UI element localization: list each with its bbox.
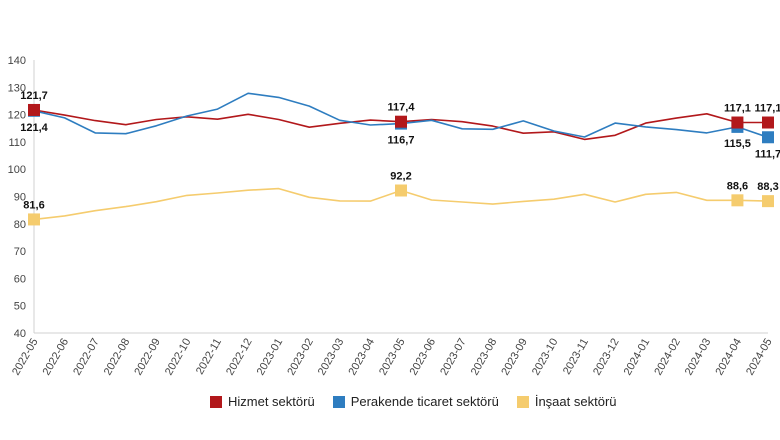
data-point-marker xyxy=(28,103,40,116)
y-tick-label: 80 xyxy=(14,219,26,231)
y-tick-label: 130 xyxy=(8,82,26,94)
chart-legend: Hizmet sektörü Perakende ticaret sektörü… xyxy=(210,394,617,409)
data-label: 115,5 xyxy=(724,138,751,150)
x-tick-label: 2022-12 xyxy=(224,337,255,378)
x-tick-label: 2024-05 xyxy=(744,337,775,378)
x-tick-label: 2024-04 xyxy=(713,337,744,378)
data-label: 88,6 xyxy=(727,180,748,192)
x-tick-label: 2023-10 xyxy=(530,337,561,378)
data-label: 117,1 xyxy=(755,103,780,115)
x-tick-label: 2023-12 xyxy=(591,337,622,378)
y-tick-label: 40 xyxy=(14,328,26,340)
x-tick-label: 2024-02 xyxy=(652,337,683,378)
y-tick-label: 70 xyxy=(14,246,26,258)
legend-swatch-perakende xyxy=(332,395,345,408)
data-label: 92,2 xyxy=(390,170,411,182)
data-point-marker xyxy=(395,184,407,197)
x-tick-label: 2023-02 xyxy=(285,337,316,378)
data-point-marker xyxy=(762,131,774,144)
x-tick-label: 2024-01 xyxy=(622,337,653,378)
x-tick-label: 2023-06 xyxy=(408,337,439,378)
series-line xyxy=(33,92,769,139)
data-label: 116,7 xyxy=(388,135,415,147)
data-label: 111,7 xyxy=(755,148,780,160)
data-label: 117,4 xyxy=(388,102,416,114)
y-tick-label: 120 xyxy=(8,110,26,122)
data-label: 121,7 xyxy=(20,90,48,102)
data-label: 81,6 xyxy=(23,199,44,211)
x-tick-label: 2023-04 xyxy=(346,337,377,378)
legend-item-perakende: Perakende ticaret sektörü xyxy=(332,394,499,409)
y-tick-label: 50 xyxy=(14,301,26,313)
legend-item-insaat: İnşaat sektörü xyxy=(516,394,617,409)
x-tick-label: 2022-08 xyxy=(102,337,133,378)
legend-item-hizmet: Hizmet sektörü xyxy=(210,394,315,409)
data-label: 117,1 xyxy=(724,103,751,115)
x-tick-label: 2023-05 xyxy=(377,337,408,378)
legend-label-hizmet: Hizmet sektörü xyxy=(228,394,315,409)
x-tick-label: 2024-03 xyxy=(683,337,714,378)
x-tick-label: 2023-09 xyxy=(499,337,530,378)
x-tick-label: 2022-07 xyxy=(71,337,102,378)
data-point-marker xyxy=(28,213,40,226)
data-point-marker xyxy=(731,194,744,207)
data-point-marker xyxy=(395,115,407,128)
y-tick-label: 140 xyxy=(8,55,26,67)
x-tick-label: 2023-07 xyxy=(438,337,469,378)
x-tick-label: 2022-11 xyxy=(194,337,224,377)
y-tick-label: 60 xyxy=(14,273,26,285)
x-tick-label: 2022-05 xyxy=(10,337,41,378)
data-point-marker xyxy=(762,195,774,208)
y-tick-label: 110 xyxy=(8,137,26,149)
x-tick-label: 2022-06 xyxy=(41,337,72,378)
legend-swatch-insaat xyxy=(516,395,529,408)
x-tick-label: 2023-01 xyxy=(255,337,286,378)
data-label: 121,4 xyxy=(20,122,48,134)
y-tick-label: 100 xyxy=(8,164,26,176)
data-label: 88,3 xyxy=(757,181,778,193)
legend-label-insaat: İnşaat sektörü xyxy=(534,394,617,409)
data-point-marker xyxy=(731,116,744,129)
x-tick-label: 2023-03 xyxy=(316,337,347,378)
data-point-marker xyxy=(762,116,774,129)
y-tick-label: 90 xyxy=(14,192,26,204)
x-tick-label: 2023-08 xyxy=(469,337,500,378)
legend-label-perakende: Perakende ticaret sektörü xyxy=(350,394,499,409)
x-tick-label: 2022-10 xyxy=(163,337,194,378)
x-tick-label: 2023-11 xyxy=(561,337,591,377)
legend-swatch-hizmet xyxy=(210,395,222,408)
x-tick-label: 2022-09 xyxy=(132,337,163,378)
